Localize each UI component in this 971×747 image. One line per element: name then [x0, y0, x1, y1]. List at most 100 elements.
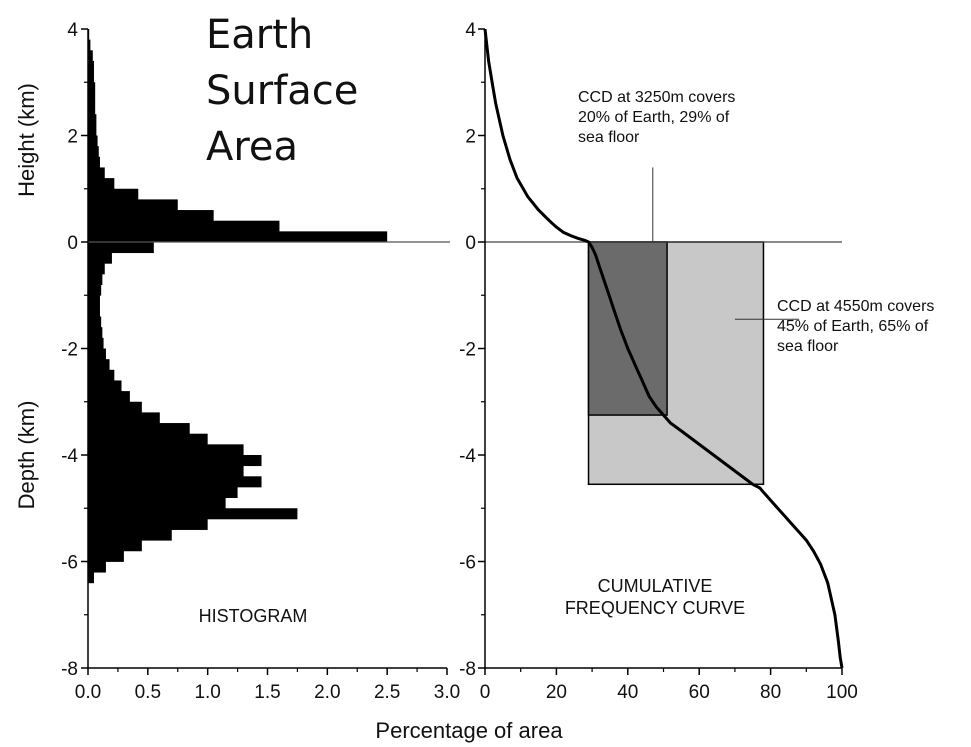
histogram-bar	[88, 50, 93, 62]
ccd-3250-annotation-line-2: 20% of Earth, 29% of	[578, 109, 730, 126]
ccd-4550-annotation-line-2: 45% of Earth, 65% of	[777, 318, 929, 335]
histogram-bar	[88, 295, 100, 307]
histogram-bar	[88, 476, 262, 488]
histogram-bar	[88, 220, 280, 232]
histogram-bar	[88, 518, 208, 530]
histogram-bar	[88, 550, 124, 562]
cumulative-y-tick-label: -8	[459, 659, 476, 680]
histogram-panel: 420-2-4-6-8 0.0 0.5 1.0 1.5 2.0 2.5 3.0 Earth …	[14, 12, 460, 703]
histogram-bar	[88, 188, 139, 200]
histogram-x-tick-label: 1.0	[194, 682, 220, 703]
histogram-x-tick-label: 3.0	[434, 682, 460, 703]
histogram-bar	[88, 380, 122, 392]
histogram-bar	[88, 92, 96, 104]
histogram-x-tick-label: 2.5	[374, 682, 400, 703]
histogram-bar	[88, 412, 160, 424]
histogram-bar	[88, 263, 105, 275]
histogram-y-tick-label: -8	[61, 659, 78, 680]
histogram-y-tick-label: -4	[61, 446, 78, 467]
histogram-bar	[88, 39, 91, 51]
histogram-y-tick-label: 0	[67, 233, 78, 254]
histogram-bar	[88, 348, 106, 360]
cumulative-x-tick-label: 40	[617, 682, 638, 703]
histogram-bar	[88, 103, 96, 115]
depth-axis-label: Depth (km)	[14, 401, 39, 510]
histogram-bar	[88, 465, 244, 477]
histogram-bar	[88, 305, 100, 317]
histogram-bar	[88, 124, 97, 136]
cumulative-panel-label-line-2: FREQUENCY CURVE	[565, 598, 745, 618]
histogram-bar	[88, 391, 130, 403]
histogram-bar	[88, 252, 112, 264]
histogram-y-tick-label: -2	[61, 340, 78, 361]
histogram-bar	[88, 284, 102, 296]
histogram-bar	[88, 423, 190, 435]
title-line-3: Area	[206, 124, 298, 170]
histogram-bar	[88, 455, 262, 467]
cumulative-x-tick-label: 80	[760, 682, 781, 703]
histogram-bar	[88, 359, 110, 371]
histogram-bar	[88, 199, 178, 211]
title-line-2: Surface	[206, 68, 358, 114]
histogram-bar	[88, 572, 94, 584]
histogram-bar	[88, 82, 96, 94]
histogram-bars	[88, 29, 388, 584]
histogram-y-tick-label: 4	[67, 20, 78, 41]
histogram-y-tick-label: -6	[61, 553, 78, 574]
cumulative-y-ticks: 4 2 0 -2 -4 -6 -8	[459, 20, 485, 680]
histogram-bar	[88, 167, 105, 179]
cumulative-y-tick-label: 2	[465, 127, 476, 148]
cumulative-x-tick-label: 0	[480, 682, 491, 703]
histogram-bar	[88, 60, 94, 72]
histogram-x-tick-label: 2.0	[314, 682, 340, 703]
cumulative-x-tick-label: 100	[826, 682, 858, 703]
histogram-bar	[88, 529, 172, 541]
cumulative-y-tick-label: -6	[459, 553, 476, 574]
histogram-y-ticks: 4 2 0 -2 -4 -6 -8	[61, 20, 88, 680]
histogram-bar	[88, 273, 103, 285]
cumulative-panel-label-line-1: CUMULATIVE	[598, 576, 713, 596]
histogram-bar	[88, 156, 100, 168]
histogram-bar	[88, 178, 115, 190]
histogram-bar	[88, 210, 214, 222]
ccd-3250-annotation-line-1: CCD at 3250m covers	[578, 89, 735, 106]
histogram-bar	[88, 242, 154, 254]
cumulative-y-tick-label: 4	[465, 20, 476, 41]
histogram-x-ticks: 0.0 0.5 1.0 1.5 2.0 2.5 3.0	[75, 668, 460, 703]
title-line-1: Earth	[206, 12, 313, 58]
cumulative-y-tick-label: 0	[465, 233, 476, 254]
x-axis-label: Percentage of area	[375, 718, 563, 743]
histogram-x-tick-label: 0.0	[75, 682, 101, 703]
cumulative-y-tick-label: -4	[459, 446, 476, 467]
ccd-3250-annotation-line-3: sea floor	[578, 129, 640, 146]
histogram-bar	[88, 316, 102, 328]
histogram-bar	[88, 486, 238, 498]
histogram-bar	[88, 401, 142, 413]
histogram-bar	[88, 508, 298, 520]
histogram-panel-label: HISTOGRAM	[199, 606, 308, 626]
histogram-y-tick-label: 2	[67, 127, 78, 148]
histogram-bar	[88, 114, 97, 126]
cumulative-y-tick-label: -2	[459, 340, 476, 361]
height-axis-label: Height (km)	[14, 83, 39, 197]
histogram-bar	[88, 71, 94, 83]
histogram-bar	[88, 231, 388, 243]
ccd-4550-annotation-line-1: CCD at 4550m covers	[777, 298, 934, 315]
histogram-bar	[88, 433, 208, 445]
cumulative-x-ticks: 0 20 40 60 80 100	[480, 668, 858, 703]
histogram-bar	[88, 135, 98, 147]
histogram-bar	[88, 497, 226, 509]
histogram-x-tick-label: 1.5	[254, 682, 280, 703]
histogram-bar	[88, 337, 104, 349]
histogram-bar	[88, 327, 103, 339]
cumulative-x-tick-label: 20	[546, 682, 567, 703]
histogram-bar	[88, 444, 244, 456]
ccd-4550-annotation-line-3: sea floor	[777, 338, 839, 355]
cumulative-frequency-curve	[483, 28, 844, 669]
histogram-bar	[88, 561, 106, 573]
histogram-x-tick-label: 0.5	[135, 682, 161, 703]
histogram-bar	[88, 540, 142, 552]
cumulative-x-tick-label: 60	[689, 682, 710, 703]
histogram-bar	[88, 369, 115, 381]
